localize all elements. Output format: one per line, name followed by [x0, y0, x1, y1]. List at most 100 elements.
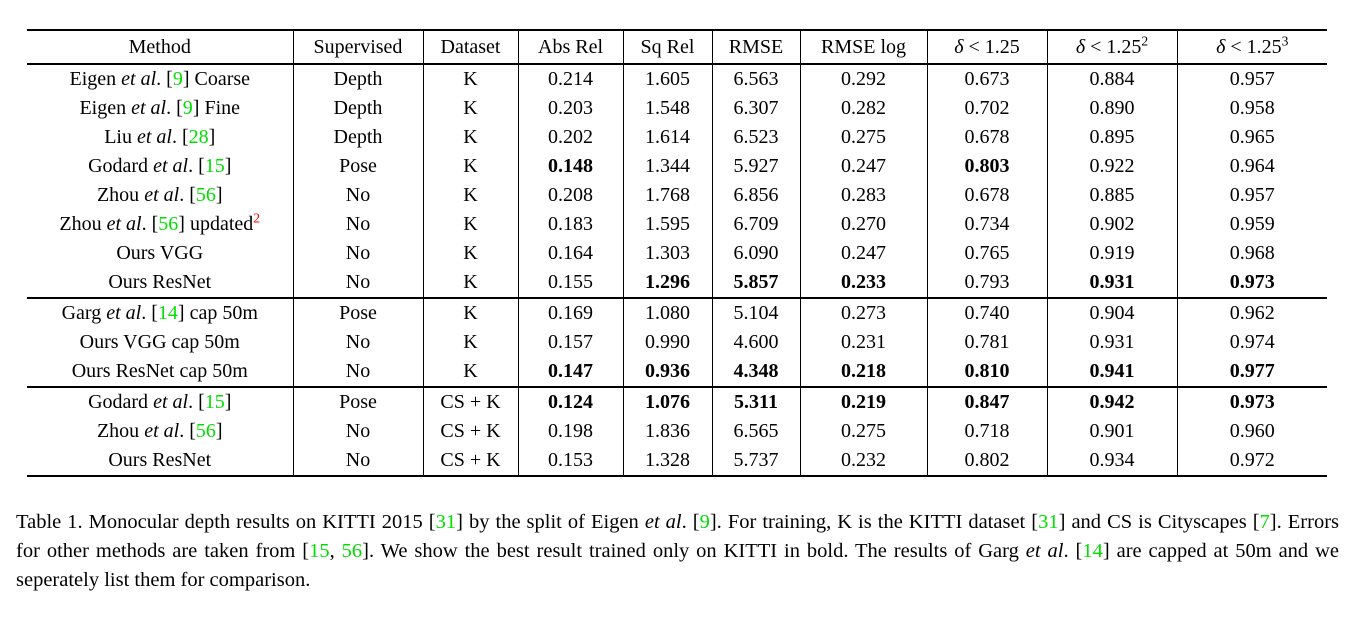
- text-segment: . [: [188, 391, 205, 413]
- supervised-cell: No: [292, 328, 423, 357]
- metric-cell-rmse: 6.856: [711, 181, 800, 210]
- metric-cell-delta-1: 0.793: [926, 268, 1047, 298]
- text-segment: et al: [144, 420, 180, 442]
- metric-cell-rmse-log: 0.283: [799, 181, 927, 210]
- metric-cell-delta-2: 0.904: [1046, 298, 1177, 328]
- metric-cell-abs-rel: 0.147: [517, 357, 623, 387]
- metric-cell-rmse-log: 0.247: [799, 152, 927, 181]
- text-segment: et al: [106, 302, 142, 324]
- text-segment: ]: [224, 391, 232, 413]
- text-segment: Ours ResNet: [108, 271, 212, 293]
- metric-cell-rmse: 5.104: [711, 298, 800, 328]
- text-segment: ] updated: [178, 213, 254, 235]
- text-segment: ]. We show the best result trained only …: [362, 540, 1026, 562]
- col-header-abs-rel: Abs Rel: [517, 30, 623, 64]
- text-segment: δ: [1216, 35, 1226, 58]
- metric-cell-rmse-log: 0.275: [799, 417, 927, 446]
- metric-cell-delta-3: 0.973: [1176, 387, 1327, 417]
- text-segment: Dataset: [440, 35, 501, 58]
- metric-cell-rmse-log: 0.247: [799, 239, 927, 268]
- col-header-method: Method: [27, 30, 293, 64]
- citation-number: 9: [182, 97, 193, 119]
- metric-cell-rmse-log: 0.275: [799, 123, 927, 152]
- metric-cell-delta-3: 0.974: [1176, 328, 1327, 357]
- metric-cell-delta-2: 0.931: [1046, 268, 1177, 298]
- text-segment: ] by the split of Eigen: [456, 511, 645, 533]
- supervised-cell: No: [292, 268, 423, 298]
- text-segment: Ours ResNet cap 50m: [71, 360, 248, 382]
- dataset-cell: K: [422, 181, 518, 210]
- text-segment: Eigen: [69, 68, 122, 90]
- text-segment: ,: [329, 540, 342, 562]
- metric-cell-delta-2: 0.884: [1046, 64, 1177, 94]
- text-segment: et al: [106, 213, 142, 235]
- metric-cell-rmse-log: 0.292: [799, 64, 927, 94]
- metric-cell-delta-3: 0.973: [1176, 268, 1327, 298]
- metric-cell-delta-1: 0.781: [926, 328, 1047, 357]
- text-segment: Godard: [88, 155, 154, 177]
- metric-cell-delta-3: 0.960: [1176, 417, 1327, 446]
- citation-number: 31: [1038, 511, 1059, 533]
- supervised-cell: Depth: [292, 123, 423, 152]
- metric-cell-delta-3: 0.957: [1176, 181, 1327, 210]
- metric-cell-rmse-log: 0.218: [799, 357, 927, 387]
- metric-cell-rmse-log: 0.219: [799, 387, 927, 417]
- metric-cell-delta-1: 0.678: [926, 181, 1047, 210]
- metric-cell-sq-rel: 1.595: [622, 210, 712, 239]
- metric-cell-delta-3: 0.962: [1176, 298, 1327, 328]
- citation-number: 28: [188, 126, 209, 148]
- metric-cell-sq-rel: 1.548: [622, 94, 712, 123]
- text-segment: et al: [1025, 540, 1064, 562]
- text-segment: RMSE: [728, 35, 784, 58]
- text-segment: ] cap 50m: [177, 302, 258, 324]
- method-cell: Zhou et al. [56] updated2: [27, 210, 293, 239]
- citation-number: 15: [309, 540, 330, 562]
- supervised-cell: No: [292, 239, 423, 268]
- text-segment: Ours VGG: [116, 242, 204, 264]
- text-segment: ] Fine: [192, 97, 241, 119]
- col-header-delta-1: δ < 1.25: [926, 30, 1047, 64]
- dataset-cell: CS + K: [422, 446, 518, 476]
- table-row: Garg et al. [14] cap 50m Pose K 0.169 1.080 5…: [27, 298, 1327, 328]
- metric-cell-delta-3: 0.977: [1176, 357, 1327, 387]
- metric-cell-sq-rel: 1.303: [622, 239, 712, 268]
- text-segment: . [: [141, 302, 158, 324]
- text-segment: Sq Rel: [640, 35, 695, 58]
- table-row: Zhou et al. [56] No K 0.208 1.768 6.856 0.283 0…: [27, 181, 1327, 210]
- dataset-cell: K: [422, 64, 518, 94]
- metric-cell-delta-1: 0.802: [926, 446, 1047, 476]
- metric-cell-delta-3: 0.965: [1176, 123, 1327, 152]
- text-segment: Liu: [104, 126, 137, 148]
- metric-cell-rmse: 5.927: [711, 152, 800, 181]
- method-cell: Zhou et al. [56]: [27, 181, 293, 210]
- metric-cell-rmse: 6.563: [711, 64, 800, 94]
- text-segment: . [: [171, 126, 189, 148]
- text-segment: Zhou: [96, 184, 145, 206]
- text-segment: . [: [188, 155, 205, 177]
- citation-number: 56: [158, 213, 179, 235]
- metric-cell-sq-rel: 1.296: [622, 268, 712, 298]
- supervised-cell: No: [292, 417, 423, 446]
- col-header-rmse: RMSE: [711, 30, 800, 64]
- metric-cell-delta-2: 0.941: [1046, 357, 1177, 387]
- text-segment: et al: [121, 68, 157, 90]
- metric-cell-rmse: 5.857: [711, 268, 800, 298]
- method-cell: Zhou et al. [56]: [27, 417, 293, 446]
- dataset-cell: K: [422, 210, 518, 239]
- table-header-row: Method Supervised Dataset Abs Rel Sq Rel RMSE…: [27, 30, 1327, 64]
- metric-cell-sq-rel: 0.936: [622, 357, 712, 387]
- metric-cell-rmse: 4.600: [711, 328, 800, 357]
- metric-cell-abs-rel: 0.169: [517, 298, 623, 328]
- metric-cell-delta-1: 0.673: [926, 64, 1047, 94]
- dataset-cell: CS + K: [422, 387, 518, 417]
- metric-cell-abs-rel: 0.124: [517, 387, 623, 417]
- metric-cell-delta-3: 0.972: [1176, 446, 1327, 476]
- metric-cell-delta-2: 0.942: [1046, 387, 1177, 417]
- method-cell: Liu et al. [28]: [27, 123, 293, 152]
- method-cell: Godard et al. [15]: [27, 152, 293, 181]
- text-segment: et al: [153, 391, 189, 413]
- table-row: Ours ResNet cap 50m No K 0.147 0.936 4.348 0.2…: [27, 357, 1327, 387]
- metric-cell-rmse-log: 0.232: [799, 446, 927, 476]
- metric-cell-rmse: 6.709: [711, 210, 800, 239]
- metric-cell-abs-rel: 0.164: [517, 239, 623, 268]
